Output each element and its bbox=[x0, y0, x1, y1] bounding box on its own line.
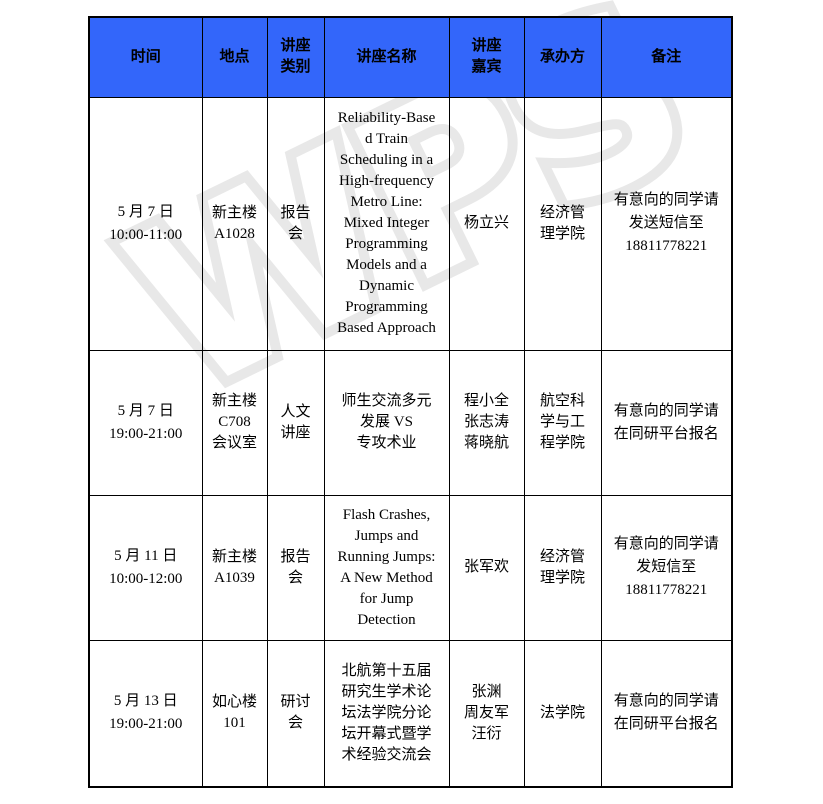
cell-place: 如心楼 101 bbox=[201, 639, 268, 788]
cell-time: 5 月 11 日 10:00-12:00 bbox=[88, 494, 203, 641]
cell-time: 5 月 7 日 10:00-11:00 bbox=[88, 96, 203, 351]
cell-note: 有意向的同学请 发短信至 18811778221 bbox=[600, 494, 733, 641]
cell-place: 新主楼 C708 会议室 bbox=[201, 349, 268, 496]
cell-place: 新主楼 A1039 bbox=[201, 494, 268, 641]
cell-note: 有意向的同学请 发送短信至 18811778221 bbox=[600, 96, 733, 351]
cell-type: 报告 会 bbox=[266, 96, 325, 351]
column-header-time: 时间 bbox=[88, 16, 203, 98]
cell-host: 航空科 学与工 程学院 bbox=[523, 349, 602, 496]
cell-guest: 张渊 周友军 汪衍 bbox=[448, 639, 525, 788]
cell-time: 5 月 13 日 19:00-21:00 bbox=[88, 639, 203, 788]
cell-name: Reliability-Base d Train Scheduling in a… bbox=[323, 96, 450, 351]
table-row: 5 月 7 日 10:00-11:00 新主楼 A1028 报告 会 Relia… bbox=[88, 96, 733, 351]
cell-note: 有意向的同学请 在同研平台报名 bbox=[600, 639, 733, 788]
cell-name: Flash Crashes, Jumps and Running Jumps: … bbox=[323, 494, 450, 641]
cell-host: 经济管 理学院 bbox=[523, 96, 602, 351]
column-header-host: 承办方 bbox=[523, 16, 602, 98]
cell-type: 人文 讲座 bbox=[266, 349, 325, 496]
column-header-name: 讲座名称 bbox=[323, 16, 450, 98]
cell-host: 经济管 理学院 bbox=[523, 494, 602, 641]
cell-guest: 程小全 张志涛 蒋晓航 bbox=[448, 349, 525, 496]
cell-name: 师生交流多元 发展 VS 专攻术业 bbox=[323, 349, 450, 496]
table-row: 5 月 11 日 10:00-12:00 新主楼 A1039 报告 会 Flas… bbox=[88, 494, 733, 641]
table-header-row: 时间 地点 讲座 类别 讲座名称 讲座 嘉宾 承办方 备注 bbox=[88, 16, 733, 98]
column-header-guest: 讲座 嘉宾 bbox=[448, 16, 525, 98]
column-header-note: 备注 bbox=[600, 16, 733, 98]
cell-name: 北航第十五届 研究生学术论 坛法学院分论 坛开幕式暨学 术经验交流会 bbox=[323, 639, 450, 788]
lecture-schedule-table: 时间 地点 讲座 类别 讲座名称 讲座 嘉宾 承办方 备注 5 月 7 日 10… bbox=[88, 16, 733, 788]
table-row: 5 月 13 日 19:00-21:00 如心楼 101 研讨 会 北航第十五届… bbox=[88, 639, 733, 788]
cell-host: 法学院 bbox=[523, 639, 602, 788]
cell-type: 研讨 会 bbox=[266, 639, 325, 788]
cell-note: 有意向的同学请 在同研平台报名 bbox=[600, 349, 733, 496]
column-header-place: 地点 bbox=[201, 16, 268, 98]
table-row: 5 月 7 日 19:00-21:00 新主楼 C708 会议室 人文 讲座 师… bbox=[88, 349, 733, 496]
cell-time: 5 月 7 日 19:00-21:00 bbox=[88, 349, 203, 496]
cell-type: 报告 会 bbox=[266, 494, 325, 641]
cell-place: 新主楼 A1028 bbox=[201, 96, 268, 351]
cell-guest: 杨立兴 bbox=[448, 96, 525, 351]
cell-guest: 张军欢 bbox=[448, 494, 525, 641]
column-header-type: 讲座 类别 bbox=[266, 16, 325, 98]
